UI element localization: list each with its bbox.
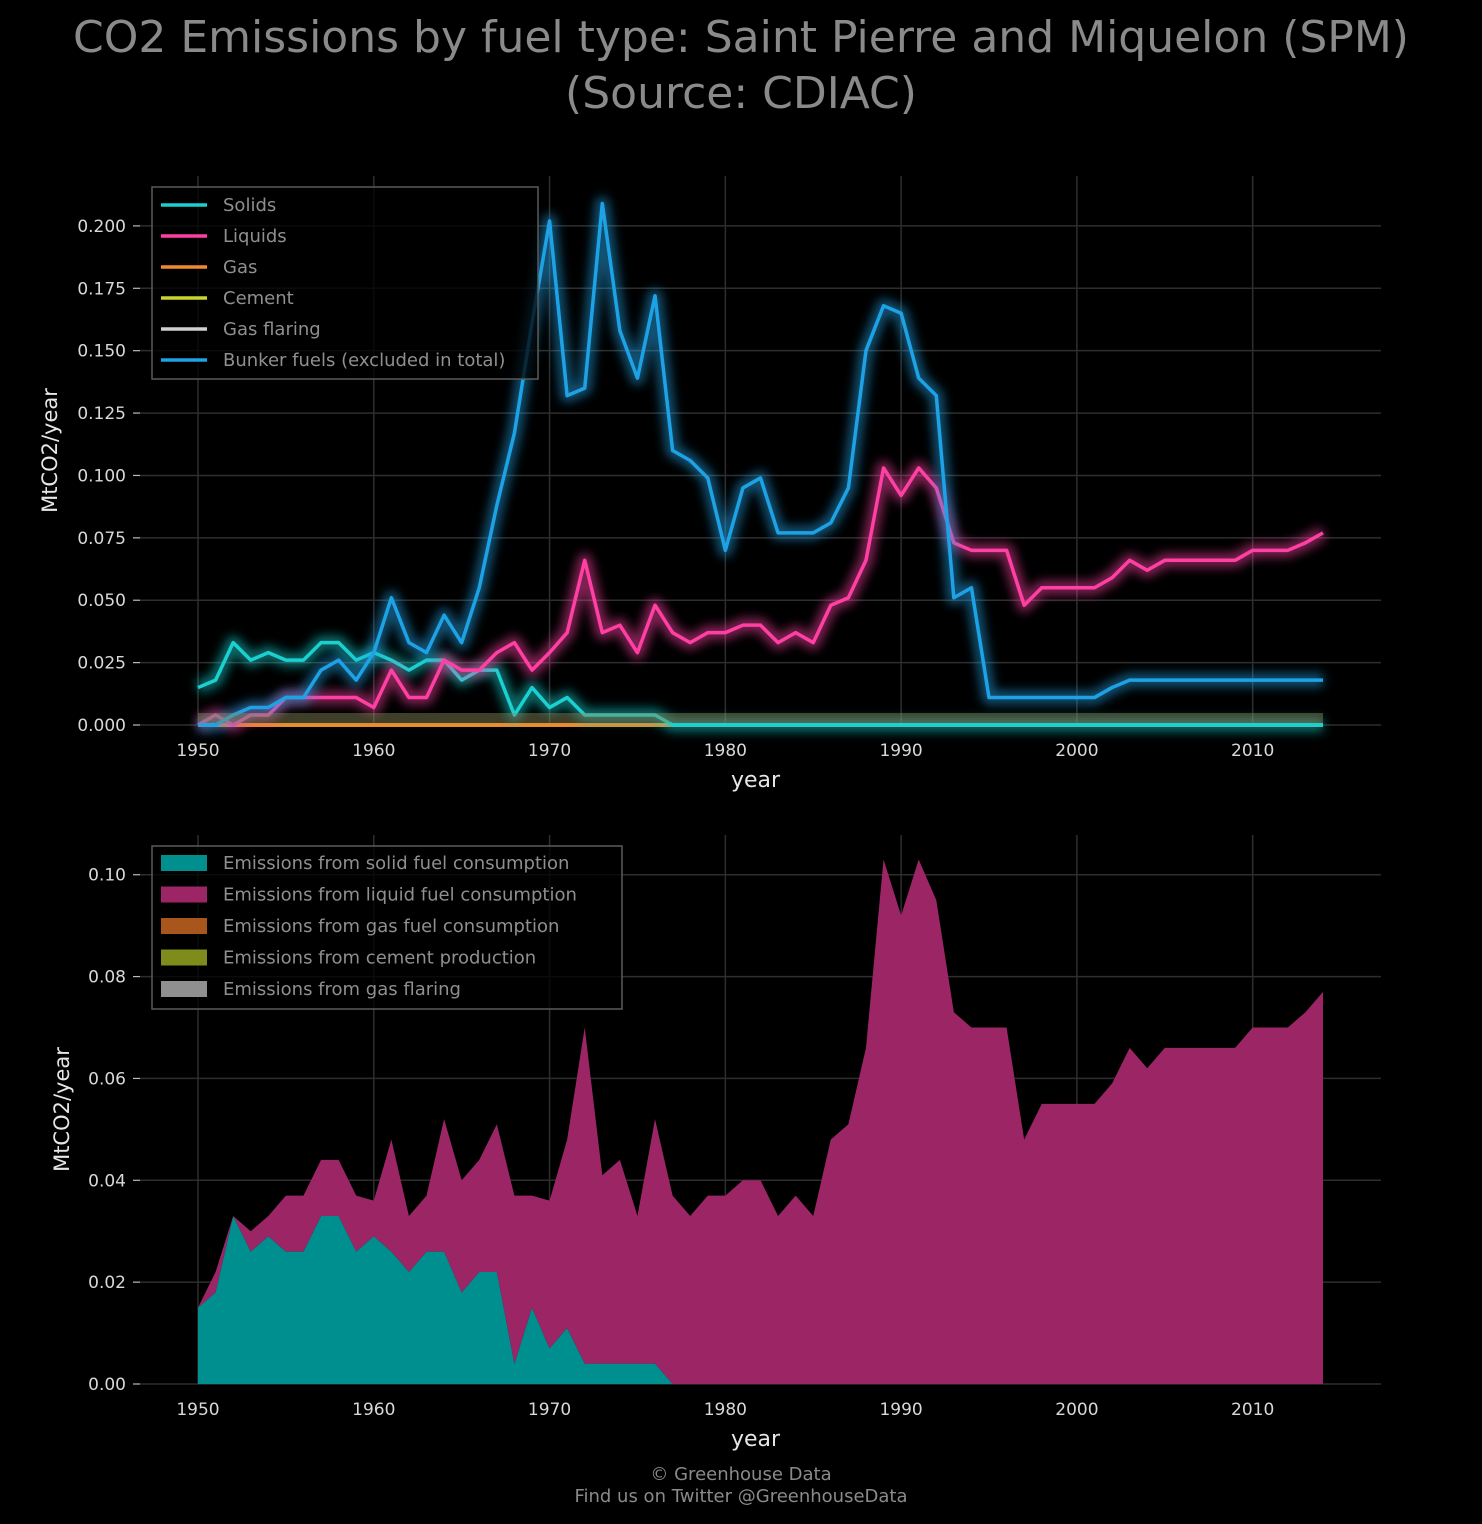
legend-label: Emissions from liquid fuel consumption — [223, 885, 577, 906]
legend-label: Gas — [223, 257, 257, 278]
legend-label: Cement — [223, 288, 294, 309]
x-tick-label: 2010 — [1231, 1400, 1274, 1420]
x-tick-label: 1980 — [704, 1400, 747, 1420]
legend-label: Liquids — [223, 226, 287, 247]
stacked-area-liquids — [198, 859, 1323, 1384]
x-tick-label: 1950 — [176, 741, 219, 761]
x-tick-label: 1970 — [528, 1400, 571, 1420]
x-tick-label: 1950 — [176, 1400, 219, 1420]
x-tick-label: 1960 — [352, 741, 395, 761]
series-line-bunker-fuels-excluded-in-total — [198, 201, 1323, 727]
y-tick-label: 0.08 — [88, 968, 126, 988]
x-axis-label: year — [731, 768, 781, 793]
legend-label: Emissions from gas flaring — [223, 979, 461, 1000]
area-series-group — [198, 859, 1323, 1384]
y-axis-label: MtCO2/year — [38, 388, 62, 513]
y-tick-label: 0.10 — [88, 866, 126, 886]
line-series-group — [194, 196, 1327, 732]
x-tick-label: 1990 — [879, 1400, 922, 1420]
stacked-area-solids — [198, 1215, 1323, 1384]
x-tick-label: 1970 — [528, 741, 571, 761]
chart-canvas: 1950 1960 1970 1980 1990 2000 2010 0.000 0.025 0.… — [38, 176, 1381, 1452]
legend-swatch — [161, 886, 207, 903]
y-tick-label: 0.025 — [77, 654, 126, 674]
legend-frame — [151, 845, 623, 1010]
x-tick-label: 2000 — [1055, 741, 1098, 761]
legend-panel-1: Solids Liquids Gas Cement Gas flaring Bunker … — [151, 186, 539, 380]
legend-frame — [151, 186, 539, 380]
series-line-solids — [197, 640, 1323, 727]
legend-label: Emissions from solid fuel consumption — [223, 853, 569, 874]
x-tick-label: 1960 — [352, 1400, 395, 1420]
legend-panel-2: Emissions from solid fuel consumption Emi… — [151, 845, 623, 1010]
legend-swatch — [161, 981, 207, 997]
y-tick-label: 0.175 — [77, 279, 126, 299]
x-tick-label: 1990 — [879, 741, 922, 761]
y-tick-label: 0.150 — [77, 342, 126, 362]
y-tick-label: 0.04 — [88, 1171, 126, 1191]
footer-twitter: Find us on Twitter @GreenhouseData — [574, 1486, 908, 1507]
y-tick-label: 0.000 — [77, 716, 126, 736]
x-tick-label: 1980 — [704, 741, 747, 761]
x-tick-label: 2000 — [1055, 1400, 1098, 1420]
chart-title-line-2: (Source: CDIAC) — [565, 68, 917, 119]
y-tick-label: 0.100 — [77, 466, 126, 486]
legend-label: Emissions from gas fuel consumption — [223, 916, 559, 937]
footer-copyright: © Greenhouse Data — [650, 1464, 832, 1485]
y-tick-label: 0.02 — [88, 1273, 126, 1293]
chart-title-line-1: CO2 Emissions by fuel type: Saint Pierre… — [73, 12, 1409, 63]
y-tick-label: 0.00 — [88, 1375, 126, 1395]
legend-swatch — [161, 949, 207, 966]
y-tick-label: 0.125 — [77, 404, 126, 424]
zero-series-band — [198, 713, 1323, 723]
y-tick-label: 0.075 — [77, 529, 126, 549]
y-tick-label: 0.06 — [88, 1069, 126, 1089]
legend-label: Emissions from cement production — [223, 948, 536, 969]
x-axis-label: year — [731, 1427, 781, 1452]
x-tick-label: 2010 — [1231, 741, 1274, 761]
legend-label: Solids — [223, 195, 276, 216]
legend-swatch — [161, 855, 207, 871]
y-tick-label: 0.050 — [77, 591, 126, 611]
legend-label: Gas flaring — [223, 319, 321, 340]
y-tick-label: 0.200 — [77, 217, 126, 237]
y-axis-label: MtCO2/year — [50, 1047, 74, 1172]
series-line-liquids — [197, 466, 1324, 727]
legend-swatch — [161, 918, 207, 934]
legend-label: Bunker fuels (excluded in total) — [223, 350, 505, 371]
